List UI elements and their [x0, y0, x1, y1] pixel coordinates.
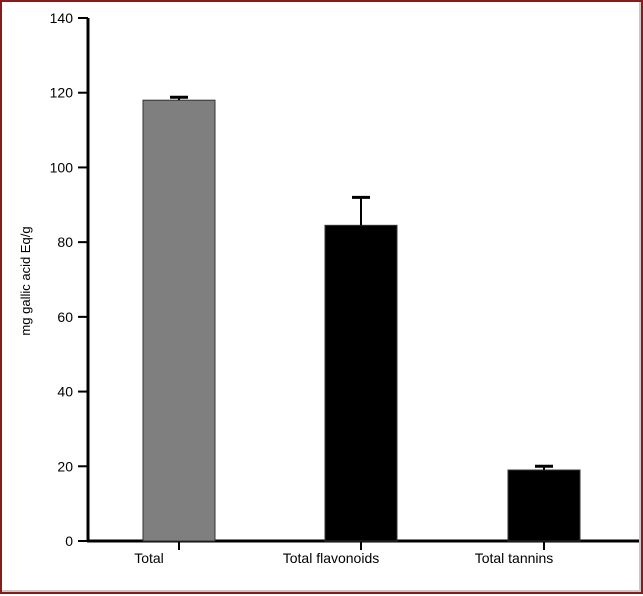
- bar: [507, 469, 581, 542]
- y-tick-label: 100: [50, 159, 74, 175]
- bar: [324, 224, 398, 542]
- x-tick-label: Total tannins: [475, 550, 554, 566]
- y-tick-label: 140: [50, 10, 74, 26]
- error-bars: [170, 95, 553, 471]
- y-axis: 0 20 40 60 80 100 120 140: [50, 10, 90, 549]
- y-tick-label: 60: [57, 309, 73, 325]
- x-tick-label: Total flavonoids: [283, 550, 380, 566]
- bars: [142, 99, 581, 542]
- y-tick-label: 20: [57, 458, 73, 474]
- x-axis: Total Total flavonoids Total tannins: [87, 539, 639, 566]
- y-tick-label: 40: [57, 384, 73, 400]
- y-axis-label: mg gallic acid Eq/g: [18, 226, 33, 335]
- x-tick-label: Total: [134, 550, 164, 566]
- bar: [142, 99, 216, 542]
- y-tick-label: 120: [50, 85, 74, 101]
- y-tick-label: 0: [65, 533, 73, 549]
- y-tick-label: 80: [57, 234, 73, 250]
